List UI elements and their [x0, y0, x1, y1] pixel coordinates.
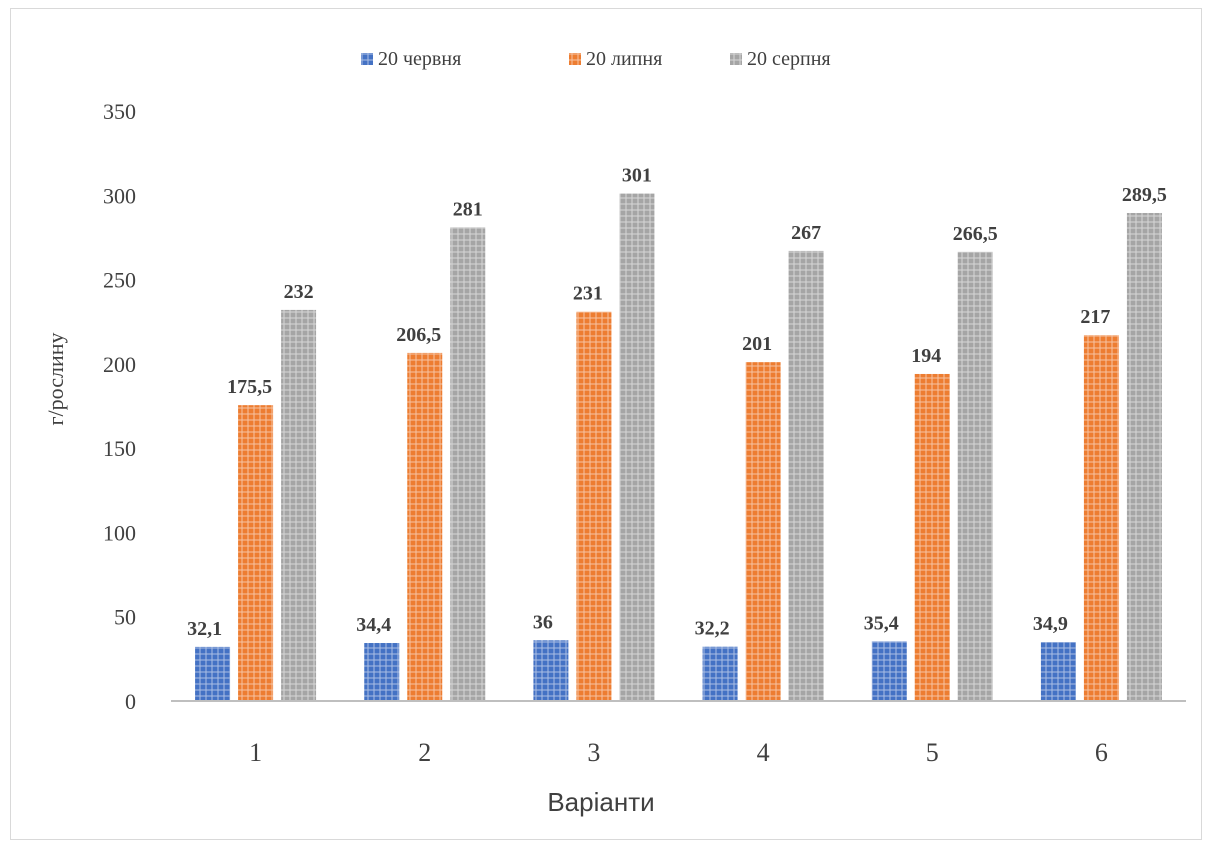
data-label-s1-c5: 217: [1080, 306, 1110, 328]
y-tick-label-5: 250: [103, 268, 136, 293]
y-tick-label-6: 300: [103, 183, 136, 208]
data-label-s0-c2: 36: [533, 611, 553, 633]
y-tick-label-4: 200: [103, 352, 136, 377]
bar-s1-c4: [914, 373, 950, 701]
x-tick-label-1: 2: [418, 738, 431, 767]
bar-s1-c5: [1083, 335, 1119, 701]
y-axis-ticks: 0 50 100 150 200 250 300 350: [103, 99, 136, 714]
bar-s1-c1: [407, 352, 443, 701]
data-label-s1-c3: 201: [742, 333, 772, 355]
data-label-s1-c0: 175,5: [227, 376, 272, 398]
data-label-s2-c0: 232: [284, 281, 314, 303]
y-tick-label-2: 100: [103, 520, 136, 545]
data-label-s0-c5: 34,9: [1033, 613, 1068, 635]
bar-s2-c3: [788, 250, 824, 701]
y-tick-label-1: 50: [114, 605, 136, 630]
bar-s0-c1: [364, 643, 400, 701]
data-label-s1-c4: 194: [911, 345, 941, 367]
data-label-s2-c2: 301: [622, 165, 652, 187]
x-tick-label-4: 5: [926, 738, 939, 767]
bar-s2-c2: [619, 193, 655, 701]
bar-s0-c4: [871, 641, 907, 701]
bar-s2-c4: [957, 251, 993, 701]
bar-s0-c3: [702, 646, 738, 701]
bar-s1-c0: [238, 405, 274, 701]
bars: [195, 193, 1162, 702]
legend-label-1: 20 липня: [586, 48, 662, 70]
x-tick-label-2: 3: [587, 738, 600, 767]
data-label-s0-c4: 35,4: [864, 612, 899, 634]
chart-frame: 20 червня 20 липня 20 серпня 0 50 100 150 20…: [10, 8, 1202, 840]
data-label-s2-c3: 267: [791, 222, 821, 244]
bar-s2-c5: [1126, 212, 1162, 701]
bar-s2-c0: [281, 309, 317, 701]
legend-swatch-0: [361, 53, 373, 65]
y-axis-title: г/рослину: [43, 333, 68, 426]
legend-label-2: 20 серпня: [747, 48, 831, 70]
bar-s0-c0: [195, 646, 231, 701]
legend: 20 червня 20 липня 20 серпня: [361, 48, 831, 70]
legend-swatch-2: [730, 53, 742, 65]
legend-swatch-1: [569, 53, 581, 65]
data-label-s0-c0: 32,1: [187, 618, 222, 640]
bar-s0-c2: [533, 640, 569, 701]
legend-label-0: 20 червня: [378, 48, 461, 70]
data-label-s2-c1: 281: [453, 198, 483, 220]
bar-s1-c2: [576, 311, 612, 701]
bar-s2-c1: [450, 227, 486, 702]
y-tick-label-3: 150: [103, 436, 136, 461]
bar-value-labels: 32,1 175,5 232 34,4 206,5 281 36 231 301 32,2 201 2…: [187, 165, 1167, 640]
bar-s0-c5: [1040, 642, 1076, 701]
x-axis-title: Варіанти: [547, 787, 654, 817]
data-label-s1-c2: 231: [573, 283, 603, 305]
data-label-s0-c3: 32,2: [695, 618, 730, 640]
data-label-s2-c5: 289,5: [1122, 184, 1167, 206]
bar-s1-c3: [745, 362, 781, 701]
data-label-s2-c4: 266,5: [953, 223, 998, 245]
x-tick-label-3: 4: [757, 738, 770, 767]
data-label-s0-c1: 34,4: [356, 614, 391, 636]
bar-chart: 20 червня 20 липня 20 серпня 05010015020…: [43, 48, 1186, 817]
y-tick-label-7: 350: [103, 99, 136, 124]
data-label-s1-c1: 206,5: [396, 324, 441, 346]
x-axis-ticks: 1 2 3 4 5 6: [249, 738, 1108, 767]
x-tick-label-5: 6: [1095, 738, 1108, 767]
y-tick-label-0: 0: [125, 689, 136, 714]
x-tick-label-0: 1: [249, 738, 262, 767]
